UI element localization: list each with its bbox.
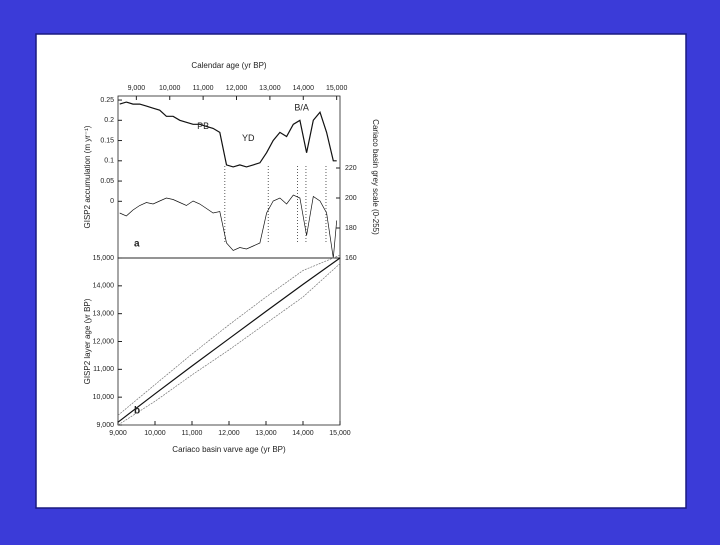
y2-tick-label: 220 bbox=[345, 165, 357, 172]
y2-tick-label: 200 bbox=[345, 195, 357, 202]
panel-label: a bbox=[134, 239, 140, 250]
y2-axis-title: Cariaco basin grey scale (0-255) bbox=[371, 119, 380, 235]
y-tick-label: 0.1 bbox=[104, 158, 114, 165]
annotation: YD bbox=[242, 133, 255, 143]
y-tick-label: 14,000 bbox=[93, 283, 115, 290]
y-tick-label: 0.2 bbox=[104, 117, 114, 124]
y-tick-label: 0.25 bbox=[100, 97, 114, 104]
y-tick-label: 0 bbox=[110, 198, 114, 205]
x-axis-title: Cariaco basin varve age (yr BP) bbox=[172, 445, 286, 454]
x-axis-title: Calendar age (yr BP) bbox=[191, 61, 266, 70]
x-tick-label: 11,000 bbox=[182, 430, 203, 437]
annotation: PB bbox=[197, 121, 209, 131]
x-tick-label: 11,000 bbox=[193, 85, 214, 92]
series-line bbox=[119, 194, 338, 259]
panel-label: b bbox=[134, 406, 140, 417]
series-line bbox=[117, 263, 341, 426]
y2-tick-label: 180 bbox=[345, 225, 357, 232]
x-tick-label: 15,000 bbox=[329, 430, 351, 437]
x-tick-label: 13,000 bbox=[255, 430, 277, 437]
series-line bbox=[119, 101, 337, 168]
y-tick-label: 0.15 bbox=[100, 137, 114, 144]
x-tick-label: 12,000 bbox=[218, 430, 240, 437]
y-tick-label: 10,000 bbox=[93, 394, 115, 401]
y-tick-label: 11,000 bbox=[93, 366, 114, 373]
x-tick-label: 15,000 bbox=[326, 85, 348, 92]
x-tick-label: 10,000 bbox=[159, 85, 181, 92]
y-tick-label: 12,000 bbox=[93, 338, 115, 345]
slide-body bbox=[35, 33, 687, 509]
x-tick-label: 14,000 bbox=[293, 85, 315, 92]
annotation: B/A bbox=[294, 103, 309, 113]
y-tick-label: 15,000 bbox=[93, 255, 115, 262]
series-line bbox=[117, 254, 341, 416]
y-tick-label: 13,000 bbox=[93, 311, 115, 318]
x-tick-label: 9,000 bbox=[128, 85, 146, 92]
x-tick-label: 12,000 bbox=[226, 85, 248, 92]
y-axis-title: GISP2 accumulation (m yr⁻¹) bbox=[83, 125, 92, 228]
x-tick-label: 10,000 bbox=[144, 430, 166, 437]
x-tick-label: 14,000 bbox=[292, 430, 314, 437]
x-tick-label: 9,000 bbox=[109, 430, 127, 437]
y-axis-title: GISP2 layer age (yr BP) bbox=[83, 298, 92, 384]
y-tick-label: 9,000 bbox=[96, 422, 114, 429]
y2-tick-label: 160 bbox=[345, 255, 357, 262]
y-tick-label: 0.05 bbox=[100, 178, 114, 185]
x-tick-label: 13,000 bbox=[259, 85, 281, 92]
series-line bbox=[117, 257, 341, 423]
